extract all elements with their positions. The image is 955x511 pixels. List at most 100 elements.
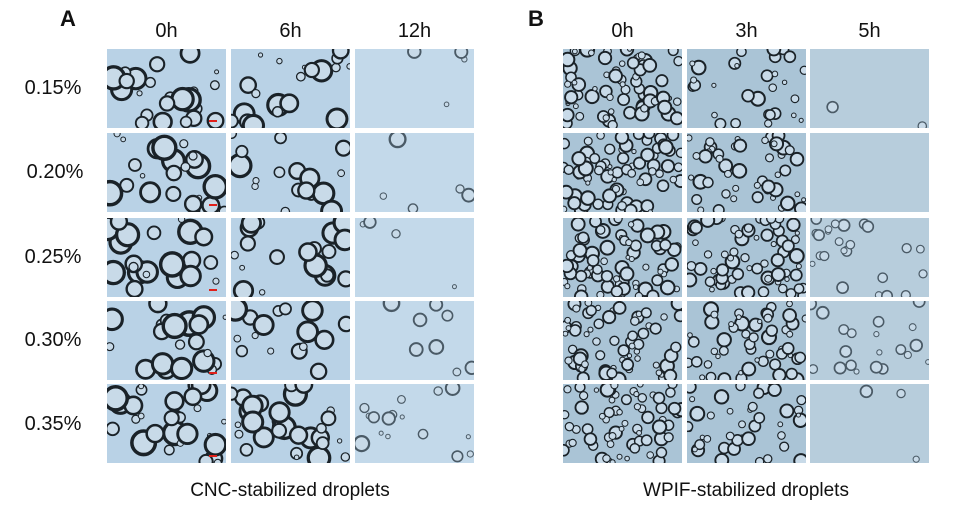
droplet (712, 204, 725, 212)
droplet (314, 329, 335, 350)
panel-b-label: B (528, 6, 544, 31)
droplet (620, 394, 632, 406)
droplet (652, 361, 660, 369)
droplet (810, 218, 822, 225)
droplet (881, 289, 894, 297)
droplet (754, 357, 760, 363)
droplet (231, 301, 249, 322)
droplet (729, 247, 739, 257)
droplet (912, 455, 920, 463)
droplet (786, 301, 793, 308)
droplet (107, 259, 126, 286)
droplet (777, 283, 788, 294)
droplet (763, 454, 773, 463)
droplet (908, 323, 917, 332)
droplet (925, 359, 929, 365)
droplet (574, 384, 586, 393)
droplet (563, 258, 575, 274)
droplet (563, 137, 571, 150)
droplet (606, 367, 618, 379)
droplet (836, 281, 849, 294)
droplet (128, 158, 142, 172)
droplet (608, 396, 616, 404)
droplet (412, 312, 428, 328)
droplet (840, 247, 848, 255)
droplet (624, 455, 630, 462)
droplet (741, 285, 756, 297)
droplet (600, 269, 614, 283)
droplet (724, 169, 733, 178)
droplet (563, 184, 574, 200)
droplet (830, 219, 840, 229)
row-label: 0.25% (24, 246, 82, 268)
droplet (770, 253, 785, 268)
droplet (592, 337, 601, 346)
droplet (663, 368, 678, 380)
droplet (663, 432, 674, 443)
droplet (267, 347, 275, 355)
droplet (743, 223, 754, 233)
droplet (567, 344, 578, 355)
droplet (251, 331, 259, 340)
droplet (183, 387, 203, 407)
droplet (837, 218, 851, 232)
droplet (113, 133, 121, 138)
micrograph-image (687, 49, 806, 128)
droplet (188, 151, 198, 161)
micrograph-image (810, 218, 929, 297)
droplet (692, 239, 699, 247)
droplet (367, 411, 380, 424)
micrograph-image (563, 301, 682, 380)
droplet (608, 68, 623, 84)
droplet (466, 450, 474, 458)
droplet (861, 220, 875, 233)
droplet (757, 286, 770, 297)
droplet (320, 199, 344, 212)
panel-a-caption: CNC-stabilized droplets (190, 480, 390, 501)
droplet (451, 450, 464, 463)
droplet (202, 173, 226, 200)
droplet (740, 253, 750, 263)
droplet (747, 401, 758, 412)
micrograph-image (107, 301, 226, 380)
droplet (636, 384, 644, 388)
droplet (320, 410, 337, 427)
micrograph-image (355, 49, 474, 128)
droplet (269, 249, 285, 265)
droplet (815, 305, 830, 320)
droplet (721, 189, 731, 199)
droplet (872, 315, 885, 328)
droplet (639, 227, 656, 244)
droplet (687, 260, 697, 272)
droplet (699, 374, 706, 380)
droplet (444, 384, 461, 396)
droplet (675, 147, 682, 159)
droplet (834, 237, 844, 247)
droplet (288, 425, 309, 445)
micrograph-image (107, 49, 226, 128)
droplet (564, 90, 579, 105)
droplet (278, 302, 292, 316)
droplet (728, 321, 735, 328)
micrograph-image (355, 384, 474, 463)
droplet (609, 459, 616, 463)
droplet (766, 49, 782, 57)
micrograph-image (355, 218, 474, 297)
micrograph-image (687, 384, 806, 463)
droplet (896, 388, 906, 399)
droplet (738, 420, 746, 429)
droplet (568, 324, 582, 337)
droplet (690, 76, 698, 84)
droplet (786, 218, 801, 232)
micrograph-image (563, 49, 682, 128)
panel-b-col-header: 3h (735, 20, 758, 42)
droplet (726, 407, 734, 415)
droplet (574, 400, 589, 415)
droplet (451, 284, 457, 290)
droplet (303, 61, 320, 79)
droplet (235, 144, 249, 159)
droplet (417, 428, 429, 440)
droplet (580, 190, 596, 206)
droplet (727, 254, 735, 262)
droplet (619, 81, 626, 88)
